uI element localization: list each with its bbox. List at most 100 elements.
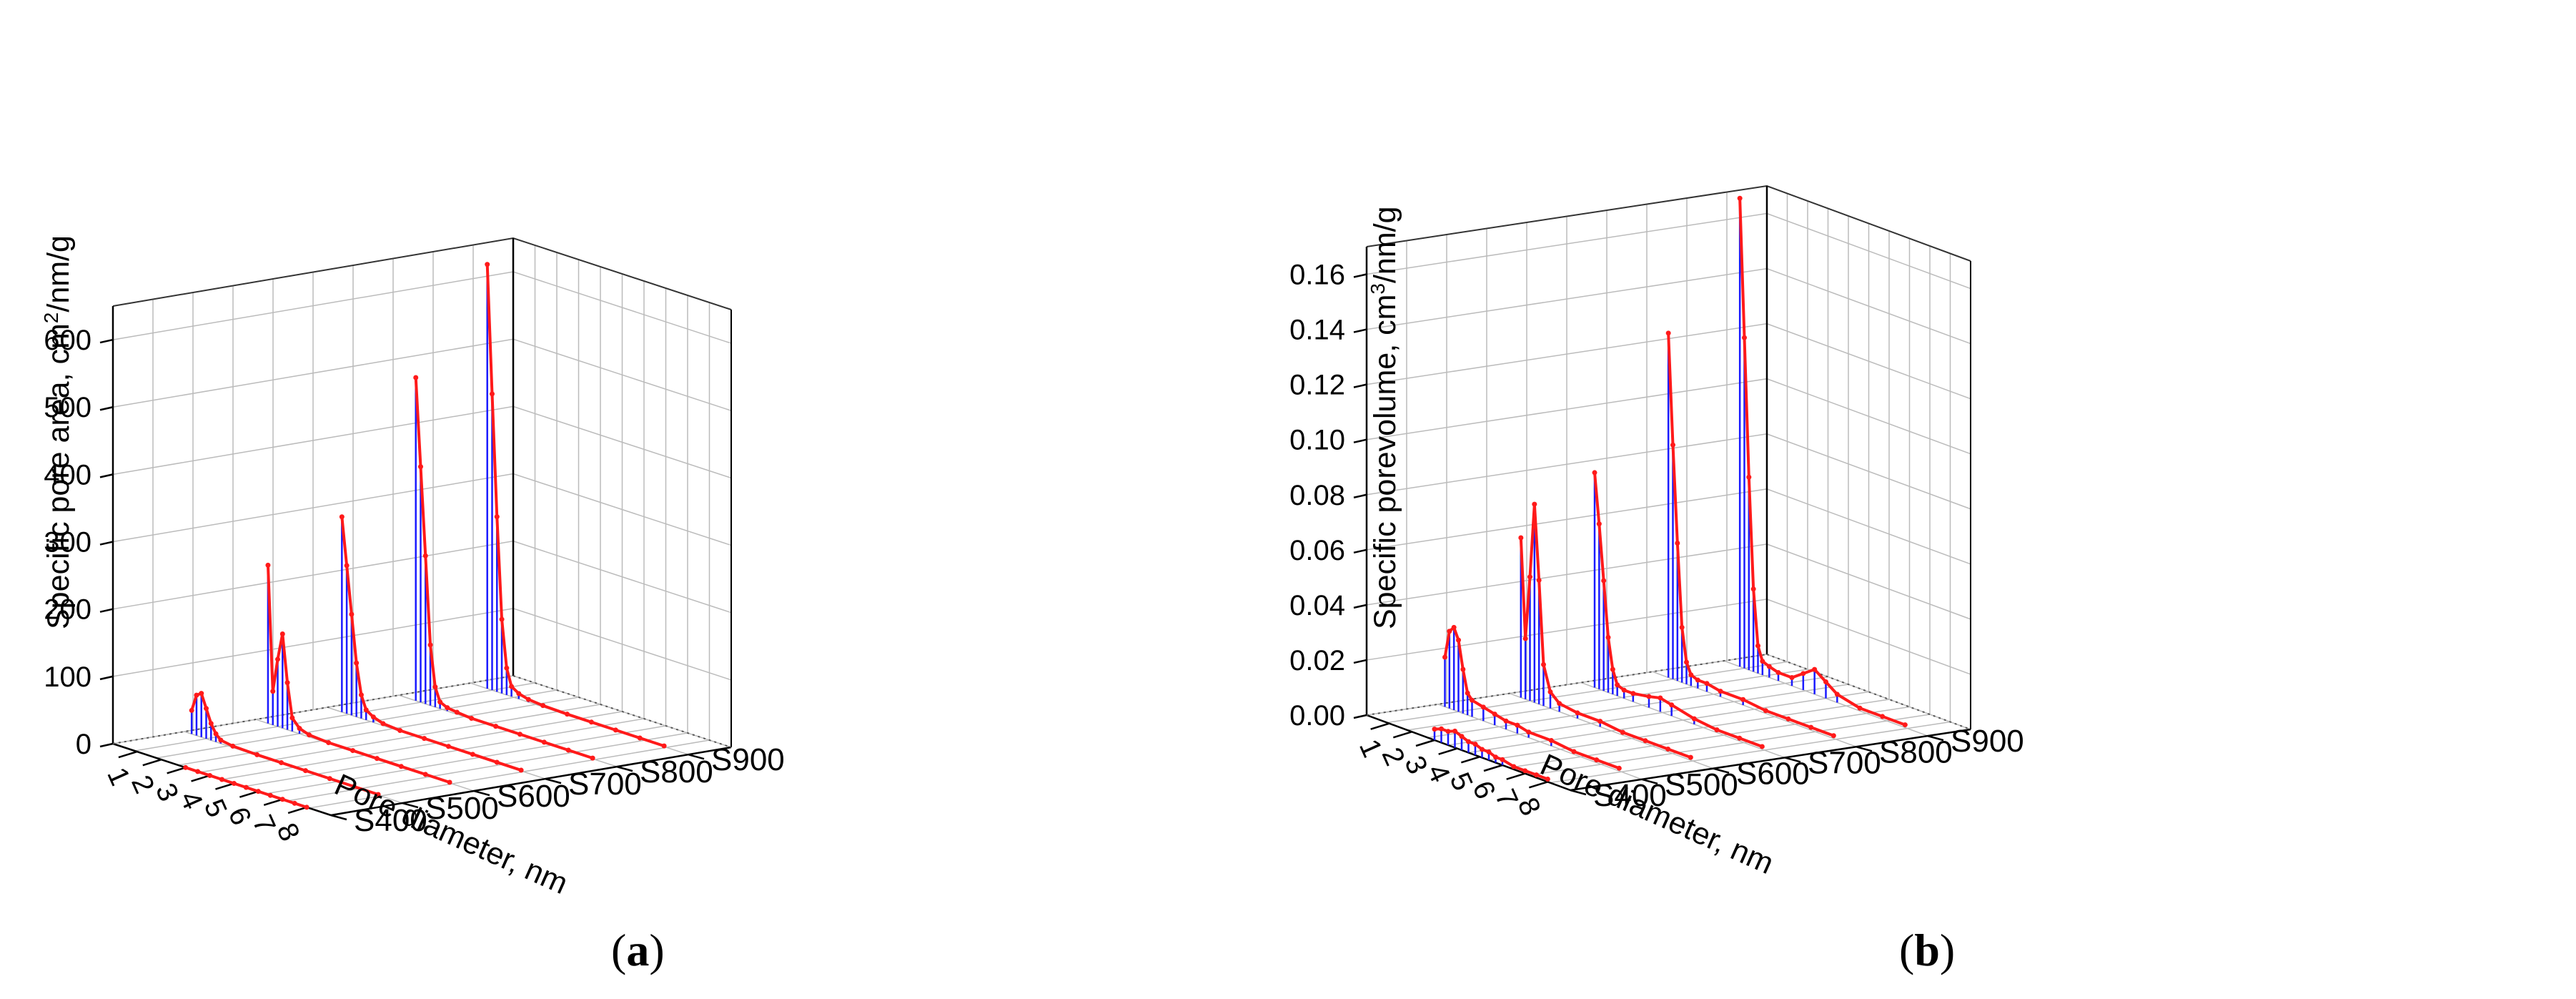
data-point: [292, 800, 297, 806]
data-point: [1601, 578, 1607, 584]
data-point: [279, 760, 284, 766]
data-point: [1665, 330, 1671, 336]
data-point: [1451, 624, 1457, 630]
z-tick-label: 100: [44, 661, 91, 693]
data-point: [351, 784, 357, 789]
data-point: [1742, 335, 1747, 340]
data-point: [1493, 754, 1498, 760]
series-label: S900: [1951, 724, 2024, 759]
data-point: [1823, 679, 1828, 684]
data-point: [1472, 742, 1478, 747]
data-point: [1675, 540, 1680, 546]
data-point: [1759, 744, 1765, 749]
data-point: [1594, 757, 1600, 763]
data-point: [517, 732, 522, 737]
data-point: [1439, 726, 1444, 732]
series-line: [414, 377, 593, 759]
chart-panel-a: 0 100 200 300 400 500 600 1 2 3 4 5 6 7 8 S400 S500 S600 S…: [40, 235, 785, 975]
series-label: S700: [1808, 745, 1881, 780]
data-point: [499, 616, 505, 622]
data-point: [525, 697, 531, 702]
data-point: [375, 792, 381, 797]
data-point: [194, 692, 199, 698]
data-point: [1808, 724, 1814, 730]
z-tick-label: 0.04: [1289, 590, 1345, 621]
z-axis-label: Specific pore area, cm2/nm/g: [40, 235, 76, 629]
data-point: [469, 716, 475, 722]
data-point: [1522, 636, 1528, 641]
data-point: [354, 660, 360, 666]
data-point: [447, 779, 452, 785]
data-point: [1452, 728, 1457, 734]
data-point: [1460, 666, 1466, 672]
data-point: [1755, 643, 1760, 649]
panel-caption: (a): [611, 925, 665, 975]
series-axis-line: [330, 746, 732, 817]
data-point: [326, 739, 332, 745]
data-point: [565, 712, 570, 717]
series-line: [1667, 333, 1835, 737]
data-point: [1466, 739, 1471, 744]
data-point: [199, 691, 204, 697]
data-point: [1763, 708, 1768, 714]
data-point: [204, 706, 209, 712]
data-point: [494, 759, 500, 765]
z-axis-label-sup: 2: [40, 313, 62, 324]
data-point: [445, 744, 451, 749]
data-point: [397, 727, 403, 733]
data-point: [297, 726, 302, 732]
data-point: [1665, 746, 1671, 752]
data-point: [1470, 697, 1475, 703]
z-tick-label: 0.10: [1289, 425, 1345, 456]
data-point: [437, 699, 443, 705]
z-tick-label: 0.14: [1289, 315, 1345, 346]
data-point: [327, 776, 332, 782]
z-tick-label: 0.06: [1289, 535, 1345, 566]
data-point: [279, 797, 285, 802]
data-point: [1534, 772, 1539, 778]
data-point: [516, 691, 522, 697]
data-point: [1616, 765, 1622, 771]
data-point: [1812, 666, 1818, 672]
data-point: [1831, 733, 1836, 739]
data-point: [1610, 666, 1615, 672]
data-point: [493, 724, 499, 729]
panel-caption: (b): [1899, 925, 1955, 975]
data-point: [1557, 701, 1562, 707]
z-tick-label: 0.00: [1289, 700, 1345, 732]
data-point: [363, 707, 369, 713]
z-tick-label: 0.02: [1289, 645, 1345, 676]
data-point: [255, 789, 261, 794]
series-line: [1593, 472, 1763, 748]
data-point: [454, 709, 460, 715]
panel-caption-letter: b: [1914, 925, 1940, 975]
data-point: [565, 747, 571, 753]
data-point: [1704, 681, 1710, 686]
series-label: S800: [640, 754, 713, 789]
series-line: [1738, 198, 1906, 727]
data-point: [1714, 727, 1720, 733]
z-tick-label: 0.12: [1289, 370, 1345, 401]
data-point: [1503, 718, 1509, 724]
data-point: [374, 756, 380, 762]
data-point: [1432, 727, 1437, 732]
data-point: [339, 514, 345, 520]
data-point: [445, 705, 450, 711]
data-point: [243, 784, 249, 790]
data-point: [1548, 737, 1554, 743]
series-line: [1519, 503, 1692, 759]
data-point: [485, 262, 490, 267]
data-point: [541, 739, 547, 745]
series-line: [485, 264, 665, 748]
chart-svg-b: 0.000.020.040.060.080.100.120.140.161234…: [1289, 184, 2024, 975]
series-line: [340, 516, 522, 772]
z-axis-label-main: Specific pore area, cm: [41, 323, 76, 629]
data-point: [1857, 705, 1863, 711]
data-point: [1646, 694, 1652, 699]
series-label: S900: [711, 742, 785, 777]
data-point: [304, 804, 309, 810]
data-point: [1658, 695, 1663, 701]
series-label: S600: [497, 779, 570, 814]
data-point: [1518, 535, 1524, 541]
data-point: [1630, 691, 1636, 697]
